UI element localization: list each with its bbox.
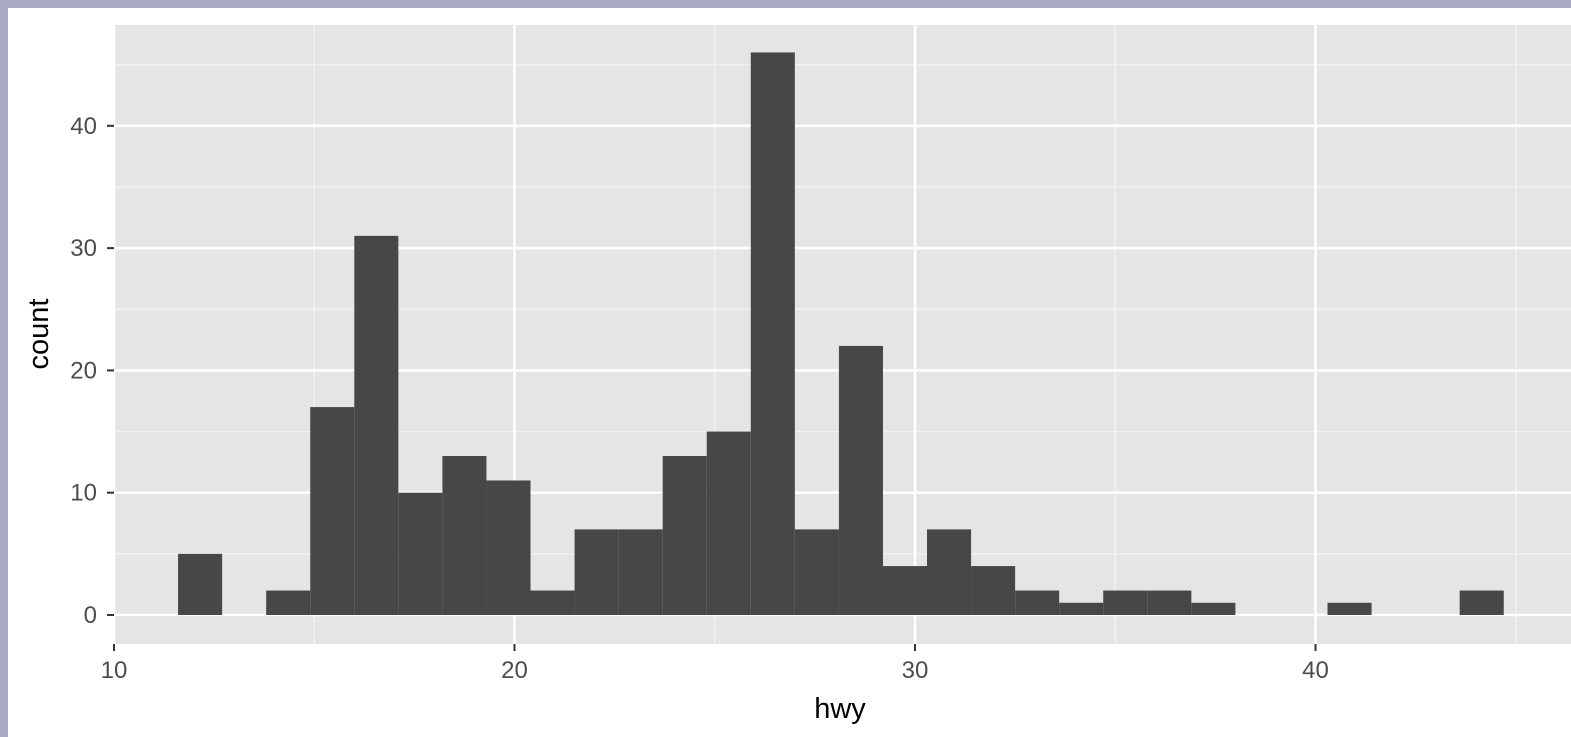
- histogram-bar: [1103, 590, 1148, 615]
- y-tick-label: 20: [70, 357, 97, 384]
- histogram-bar: [1059, 602, 1104, 615]
- histogram-bar: [618, 529, 663, 615]
- histogram-bar: [442, 456, 487, 615]
- y-tick-label: 0: [84, 602, 97, 629]
- histogram-bar: [750, 52, 795, 616]
- histogram-bar: [882, 566, 928, 615]
- histogram-bar: [486, 480, 531, 615]
- x-tick-label: 10: [101, 657, 128, 684]
- histogram-bar: [1459, 590, 1504, 615]
- y-axis-title: count: [23, 299, 55, 370]
- histogram-bar: [354, 235, 399, 615]
- y-axis: 0 10 20 30 40: [70, 113, 114, 629]
- x-tick-label: 30: [902, 657, 929, 684]
- x-tick-label: 20: [501, 657, 528, 684]
- histogram-bar: [706, 431, 751, 615]
- histogram-bar: [530, 590, 575, 615]
- y-tick-label: 40: [70, 113, 97, 140]
- histogram-bar: [574, 529, 619, 615]
- histogram-bars: [178, 52, 1504, 616]
- histogram-bar: [794, 529, 839, 615]
- histogram-bar: [662, 456, 707, 615]
- histogram-bar: [1327, 602, 1372, 615]
- histogram-bar: [398, 492, 443, 615]
- histogram-bar: [927, 529, 972, 615]
- histogram-bar: [1015, 590, 1060, 615]
- histogram-bar: [310, 407, 355, 615]
- histogram-bar: [1191, 602, 1236, 615]
- histogram-bar: [1147, 590, 1192, 615]
- histogram-bar: [266, 590, 311, 615]
- y-tick-label: 30: [70, 235, 97, 262]
- histogram-bar: [178, 553, 223, 615]
- y-tick-label: 10: [70, 480, 97, 507]
- x-axis-title: hwy: [814, 693, 866, 725]
- x-axis: 10 20 30 40: [101, 644, 1329, 684]
- x-tick-label: 40: [1302, 657, 1329, 684]
- histogram-bar: [971, 566, 1016, 615]
- histogram-bar: [838, 345, 883, 615]
